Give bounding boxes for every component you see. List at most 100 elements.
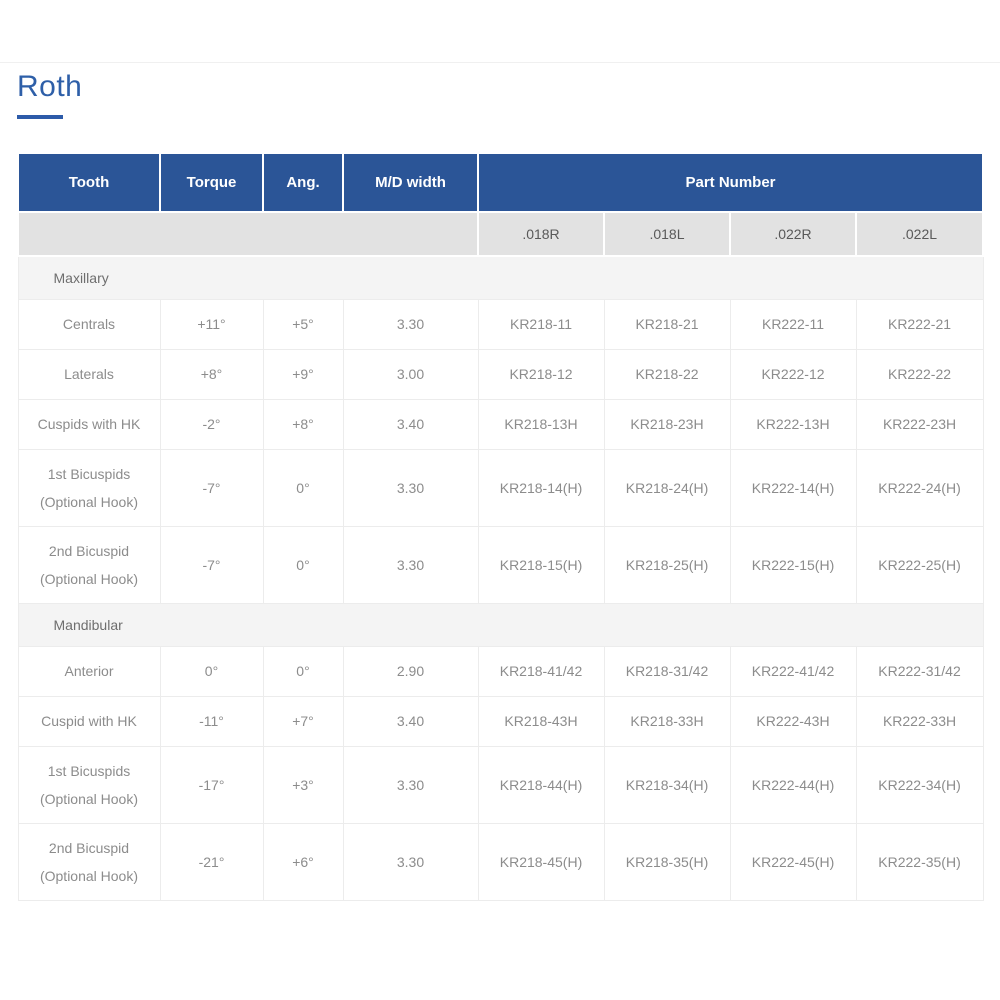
part-number-cell: KR222-24(H) (855, 448, 984, 527)
part-number-cell: KR218-44(H) (477, 745, 605, 824)
col-header-part-number: Part Number (476, 152, 985, 213)
part-number-cell: KR222-25(H) (855, 525, 984, 604)
md-width-cell: 3.30 (342, 448, 479, 527)
part-number-cell: KR218-22 (603, 348, 731, 400)
part-number-cell: KR222-45(H) (729, 822, 857, 901)
tooth-cell: Cuspids with HK (17, 398, 161, 450)
part-number-cell: KR218-14(H) (477, 448, 605, 527)
page-title: Roth (17, 70, 83, 103)
ang-cell: +5° (262, 298, 344, 350)
subheader-018r: .018R (477, 211, 605, 257)
header-row: Tooth Torque Ang. M/D width Part Number (17, 152, 985, 213)
subheader-spacer (17, 211, 479, 257)
part-number-cell: KR222-13H (729, 398, 857, 450)
part-number-cell: KR222-12 (729, 348, 857, 400)
part-number-cell: KR218-24(H) (603, 448, 731, 527)
md-width-cell: 3.40 (342, 398, 479, 450)
tooth-cell: Laterals (17, 348, 161, 400)
table-row: Cuspids with HK -2° +8° 3.40 KR218-13H K… (17, 398, 984, 450)
part-number-cell: KR218-41/42 (477, 645, 605, 697)
part-number-cell: KR222-44(H) (729, 745, 857, 824)
part-number-cell: KR222-33H (855, 695, 984, 747)
top-divider (0, 62, 1000, 63)
col-header-ang: Ang. (262, 152, 344, 213)
section-label: Mandibular (17, 602, 984, 647)
part-number-cell: KR218-11 (477, 298, 605, 350)
part-number-cell: KR218-33H (603, 695, 731, 747)
part-number-cell: KR218-45(H) (477, 822, 605, 901)
torque-cell: -17° (159, 745, 264, 824)
md-width-cell: 3.30 (342, 822, 479, 901)
part-number-cell: KR218-15(H) (477, 525, 605, 604)
ang-cell: +3° (262, 745, 344, 824)
part-number-cell: KR218-23H (603, 398, 731, 450)
part-number-cell: KR218-31/42 (603, 645, 731, 697)
tooth-name: 1st Bicuspids (47, 762, 131, 779)
tooth-note: (Optional Hook) (39, 570, 139, 587)
table-row: Cuspid with HK -11° +7° 3.40 KR218-43H K… (17, 695, 984, 747)
tooth-name: Anterior (64, 663, 114, 679)
table-row: 2nd Bicuspid (Optional Hook) -7° 0° 3.30… (17, 525, 984, 604)
ang-cell: +9° (262, 348, 344, 400)
table-row: Centrals +11° +5° 3.30 KR218-11 KR218-21… (17, 298, 984, 350)
table-row: Laterals +8° +9° 3.00 KR218-12 KR218-22 … (17, 348, 984, 400)
table-row: 2nd Bicuspid (Optional Hook) -21° +6° 3.… (17, 822, 984, 901)
subheader-022l: .022L (854, 211, 985, 257)
section-label: Maxillary (17, 255, 984, 300)
torque-cell: -7° (159, 448, 264, 527)
tooth-cell: Centrals (17, 298, 161, 350)
tooth-cell: Anterior (17, 645, 161, 697)
ang-cell: 0° (262, 525, 344, 604)
tooth-name: 1st Bicuspids (47, 465, 131, 482)
part-number-cell: KR218-13H (477, 398, 605, 450)
part-number-cell: KR222-21 (855, 298, 984, 350)
tooth-name: Centrals (62, 316, 116, 332)
ang-cell: +8° (262, 398, 344, 450)
part-number-cell: KR218-43H (477, 695, 605, 747)
table-row: 1st Bicuspids (Optional Hook) -7° 0° 3.3… (17, 448, 984, 527)
torque-cell: 0° (159, 645, 264, 697)
tooth-note: (Optional Hook) (39, 867, 139, 884)
tooth-name: Laterals (64, 366, 114, 382)
col-header-md-width: M/D width (342, 152, 479, 213)
torque-cell: -21° (159, 822, 264, 901)
md-width-cell: 3.30 (342, 745, 479, 824)
part-number-cell: KR222-43H (729, 695, 857, 747)
tooth-name: Cuspid with HK (41, 713, 137, 729)
roth-spec-table: Tooth Torque Ang. M/D width Part Number … (17, 152, 985, 901)
table-row: 1st Bicuspids (Optional Hook) -17° +3° 3… (17, 745, 984, 824)
ang-cell: +6° (262, 822, 344, 901)
ang-cell: 0° (262, 645, 344, 697)
torque-cell: -2° (159, 398, 264, 450)
ang-cell: +7° (262, 695, 344, 747)
tooth-cell: 1st Bicuspids (Optional Hook) (17, 448, 161, 527)
tooth-cell: Cuspid with HK (17, 695, 161, 747)
subheader-022r: .022R (729, 211, 857, 257)
tooth-cell: 2nd Bicuspid (Optional Hook) (17, 822, 161, 901)
tooth-cell: 2nd Bicuspid (Optional Hook) (17, 525, 161, 604)
part-number-cell: KR218-34(H) (603, 745, 731, 824)
md-width-cell: 3.40 (342, 695, 479, 747)
tooth-name: 2nd Bicuspid (48, 839, 130, 856)
col-header-torque: Torque (159, 152, 264, 213)
section-row-mandibular: Mandibular (17, 602, 984, 647)
tooth-name: 2nd Bicuspid (48, 542, 130, 559)
part-number-cell: KR222-31/42 (855, 645, 984, 697)
md-width-cell: 2.90 (342, 645, 479, 697)
tooth-cell: 1st Bicuspids (Optional Hook) (17, 745, 161, 824)
part-number-cell: KR222-34(H) (855, 745, 984, 824)
md-width-cell: 3.00 (342, 348, 479, 400)
part-number-cell: KR218-21 (603, 298, 731, 350)
part-number-cell: KR222-11 (729, 298, 857, 350)
part-number-cell: KR222-15(H) (729, 525, 857, 604)
torque-cell: -7° (159, 525, 264, 604)
part-number-cell: KR218-35(H) (603, 822, 731, 901)
part-number-cell: KR218-12 (477, 348, 605, 400)
ang-cell: 0° (262, 448, 344, 527)
md-width-cell: 3.30 (342, 525, 479, 604)
torque-cell: +8° (159, 348, 264, 400)
tooth-note: (Optional Hook) (39, 790, 139, 807)
section-row-maxillary: Maxillary (17, 255, 984, 300)
table-row: Anterior 0° 0° 2.90 KR218-41/42 KR218-31… (17, 645, 984, 697)
